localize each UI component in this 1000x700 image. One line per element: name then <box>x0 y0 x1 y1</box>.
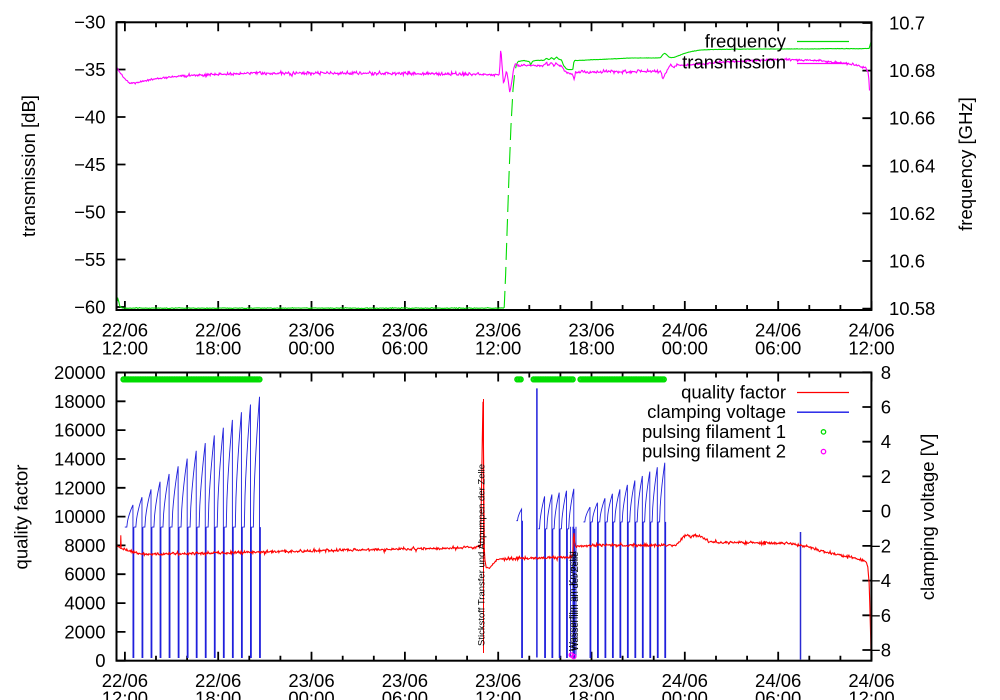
svg-text:−60: −60 <box>74 297 105 318</box>
svg-text:23/06: 23/06 <box>475 320 521 341</box>
svg-text:2: 2 <box>881 466 891 487</box>
svg-text:23/06: 23/06 <box>382 320 428 341</box>
svg-text:−55: −55 <box>74 249 105 270</box>
svg-text:06:00: 06:00 <box>382 688 428 700</box>
svg-text:0: 0 <box>881 501 891 522</box>
svg-text:06:00: 06:00 <box>382 338 428 359</box>
svg-text:4000: 4000 <box>64 593 105 614</box>
svg-text:6000: 6000 <box>64 564 105 585</box>
svg-text:22/06: 22/06 <box>102 320 148 341</box>
svg-text:10.7: 10.7 <box>889 13 925 34</box>
svg-text:22/06: 22/06 <box>195 670 241 691</box>
svg-text:−2: −2 <box>870 535 891 556</box>
svg-text:24/06: 24/06 <box>755 670 801 691</box>
svg-text:frequency: frequency <box>705 31 787 52</box>
svg-text:22/06: 22/06 <box>195 320 241 341</box>
svg-text:00:00: 00:00 <box>288 688 334 700</box>
svg-text:frequency [GHz]: frequency [GHz] <box>955 97 976 231</box>
svg-text:24/06: 24/06 <box>848 670 894 691</box>
svg-text:23/06: 23/06 <box>568 670 614 691</box>
svg-text:23/06: 23/06 <box>475 670 521 691</box>
svg-text:10.64: 10.64 <box>889 155 935 176</box>
svg-text:18:00: 18:00 <box>195 688 241 700</box>
svg-text:10.6: 10.6 <box>889 251 925 272</box>
svg-text:00:00: 00:00 <box>662 688 708 700</box>
svg-text:23/06: 23/06 <box>288 320 334 341</box>
svg-text:−8: −8 <box>870 640 891 661</box>
svg-text:24/06: 24/06 <box>662 670 708 691</box>
svg-text:24/06: 24/06 <box>848 320 894 341</box>
svg-text:−4: −4 <box>870 570 891 591</box>
svg-text:8: 8 <box>881 362 891 383</box>
svg-text:23/06: 23/06 <box>288 670 334 691</box>
svg-text:10.66: 10.66 <box>889 108 935 129</box>
svg-text:24/06: 24/06 <box>755 320 801 341</box>
svg-text:pulsing filament 1: pulsing filament 1 <box>642 421 786 442</box>
svg-text:−45: −45 <box>74 154 105 175</box>
svg-text:clamping voltage [V]: clamping voltage [V] <box>917 434 938 601</box>
svg-text:18000: 18000 <box>54 391 105 412</box>
svg-text:10.62: 10.62 <box>889 203 935 224</box>
svg-text:12000: 12000 <box>54 477 105 498</box>
svg-text:12:00: 12:00 <box>102 338 148 359</box>
svg-text:transmission [dB]: transmission [dB] <box>18 95 39 237</box>
svg-text:4: 4 <box>881 431 891 452</box>
svg-text:10.68: 10.68 <box>889 60 935 81</box>
svg-text:16000: 16000 <box>54 420 105 441</box>
svg-text:12:00: 12:00 <box>848 338 894 359</box>
svg-text:23/06: 23/06 <box>382 670 428 691</box>
svg-text:00:00: 00:00 <box>662 338 708 359</box>
svg-text:10000: 10000 <box>54 506 105 527</box>
svg-text:−30: −30 <box>74 12 105 33</box>
svg-text:Stickstoff Transfer und Abpump: Stickstoff Transfer und Abpumpen der Zel… <box>477 464 488 646</box>
svg-text:6: 6 <box>881 397 891 418</box>
svg-text:18:00: 18:00 <box>568 688 614 700</box>
svg-text:10.58: 10.58 <box>889 298 935 319</box>
svg-text:−40: −40 <box>74 107 105 128</box>
svg-text:quality factor: quality factor <box>681 382 786 403</box>
svg-text:24/06: 24/06 <box>662 320 708 341</box>
svg-text:00:00: 00:00 <box>288 338 334 359</box>
svg-text:transmission: transmission <box>682 52 786 73</box>
svg-text:22/06: 22/06 <box>102 670 148 691</box>
svg-text:Wasserfilm am Kryostat: Wasserfilm am Kryostat <box>568 551 579 651</box>
svg-text:12:00: 12:00 <box>475 688 521 700</box>
svg-text:18:00: 18:00 <box>195 338 241 359</box>
svg-text:06:00: 06:00 <box>755 688 801 700</box>
svg-text:0: 0 <box>95 650 105 671</box>
svg-text:−50: −50 <box>74 202 105 223</box>
svg-text:−6: −6 <box>870 605 891 626</box>
svg-text:Wasserfilm an der Zelle: Wasserfilm an der Zelle <box>570 552 581 651</box>
svg-text:2000: 2000 <box>64 621 105 642</box>
svg-text:14000: 14000 <box>54 449 105 470</box>
svg-text:12:00: 12:00 <box>102 688 148 700</box>
svg-text:23/06: 23/06 <box>568 320 614 341</box>
svg-text:12:00: 12:00 <box>848 688 894 700</box>
svg-text:20000: 20000 <box>54 362 105 383</box>
svg-text:pulsing filament 2: pulsing filament 2 <box>642 441 786 462</box>
svg-text:18:00: 18:00 <box>568 338 614 359</box>
svg-text:06:00: 06:00 <box>755 338 801 359</box>
svg-text:12:00: 12:00 <box>475 338 521 359</box>
svg-text:8000: 8000 <box>64 535 105 556</box>
svg-text:clamping voltage: clamping voltage <box>647 401 786 422</box>
svg-text:quality factor: quality factor <box>11 465 32 570</box>
svg-text:−35: −35 <box>74 59 105 80</box>
